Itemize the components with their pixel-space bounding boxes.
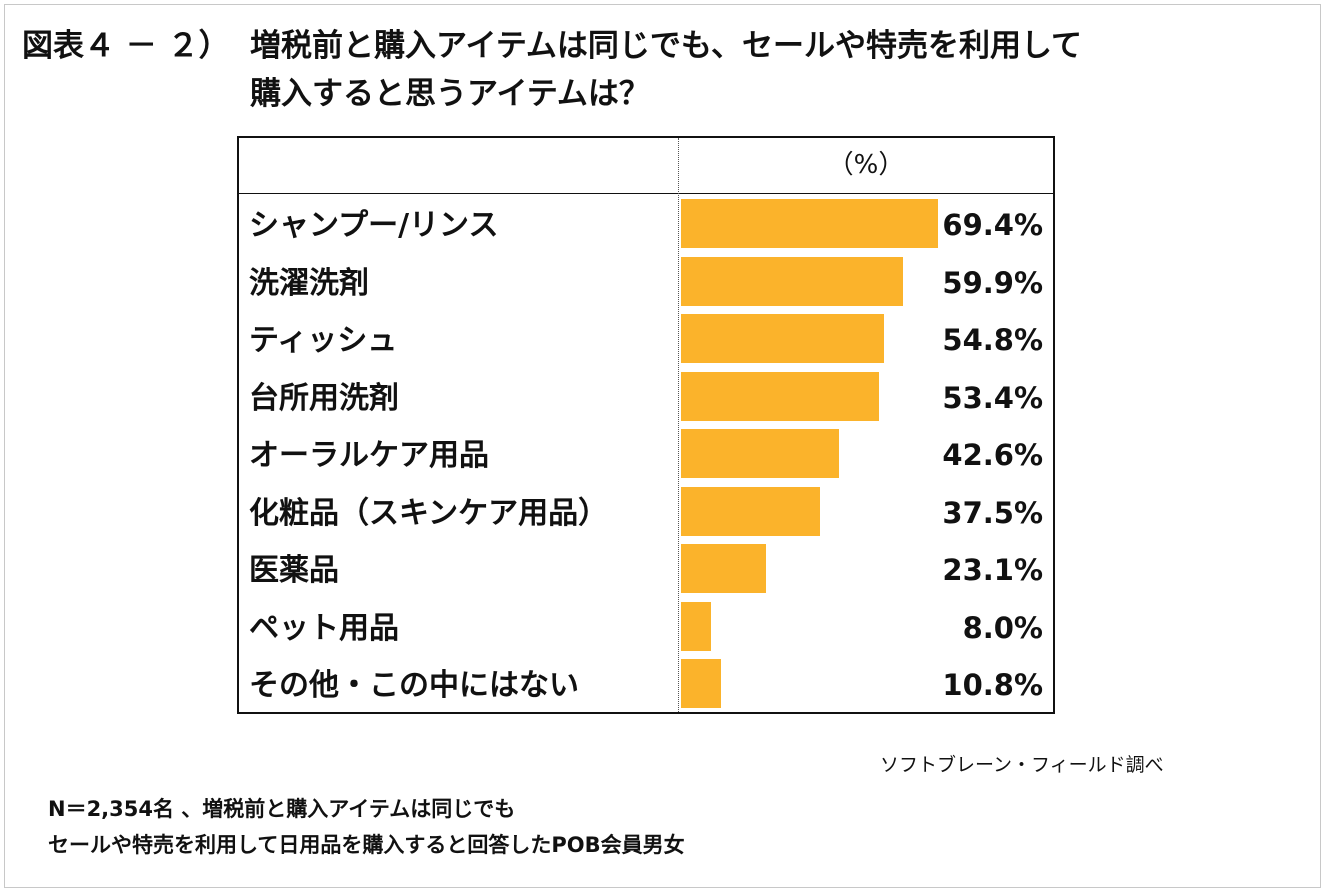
category-label: ティッシュ xyxy=(249,323,398,358)
bar xyxy=(681,199,938,248)
header-divider xyxy=(239,193,1053,194)
category-label: 洗濯洗剤 xyxy=(249,265,369,301)
unit-label: （%） xyxy=(827,150,905,180)
value-label: 69.4% xyxy=(942,208,1043,242)
chart-title-line-1: 増税前と購入アイテムは同じでも、セールや特売を利用して xyxy=(250,28,1083,64)
bar-chart-table: （%） シャンプー/リンス 69.4% 洗濯洗剤 59.9% ティッシュ 54.8% 台所用… xyxy=(237,136,1055,714)
category-label: その他・この中にはない xyxy=(249,668,579,703)
column-divider xyxy=(678,138,679,712)
category-label: 台所用洗剤 xyxy=(249,380,399,416)
value-label: 23.1% xyxy=(942,553,1043,587)
chart-title-line-2: 購入すると思うアイテムは？ xyxy=(250,76,650,112)
figure-number: 図表４ － ２） xyxy=(22,28,230,64)
bar xyxy=(681,256,903,306)
sample-note-line-1: N＝2,354名 、増税前と購入アイテムは同じでも xyxy=(48,797,516,821)
value-label: 8.0% xyxy=(962,610,1043,645)
bar xyxy=(681,371,879,421)
figure-frame xyxy=(4,4,1321,888)
bar xyxy=(681,429,839,478)
bar xyxy=(681,601,711,651)
category-label: 化粧品（スキンケア用品） xyxy=(249,495,609,531)
value-label: 10.8% xyxy=(942,668,1043,702)
value-label: 37.5% xyxy=(942,495,1043,530)
sample-note-line-2: セールや特売を利用して日用品を購入すると回答したPOB会員男女 xyxy=(48,833,685,857)
category-label: オーラルケア用品 xyxy=(249,438,489,473)
bar xyxy=(681,659,721,708)
category-label: ペット用品 xyxy=(249,610,399,646)
bar xyxy=(681,314,884,363)
value-label: 42.6% xyxy=(942,438,1043,472)
source-credit: ソフトブレーン・フィールド調べ xyxy=(880,754,1164,776)
bar xyxy=(681,544,767,593)
category-label: シャンプー/リンス xyxy=(249,208,499,243)
value-label: 53.4% xyxy=(942,380,1043,415)
value-label: 59.9% xyxy=(942,265,1043,300)
value-label: 54.8% xyxy=(942,323,1043,357)
category-label: 医薬品 xyxy=(249,553,339,588)
bar xyxy=(681,486,820,536)
